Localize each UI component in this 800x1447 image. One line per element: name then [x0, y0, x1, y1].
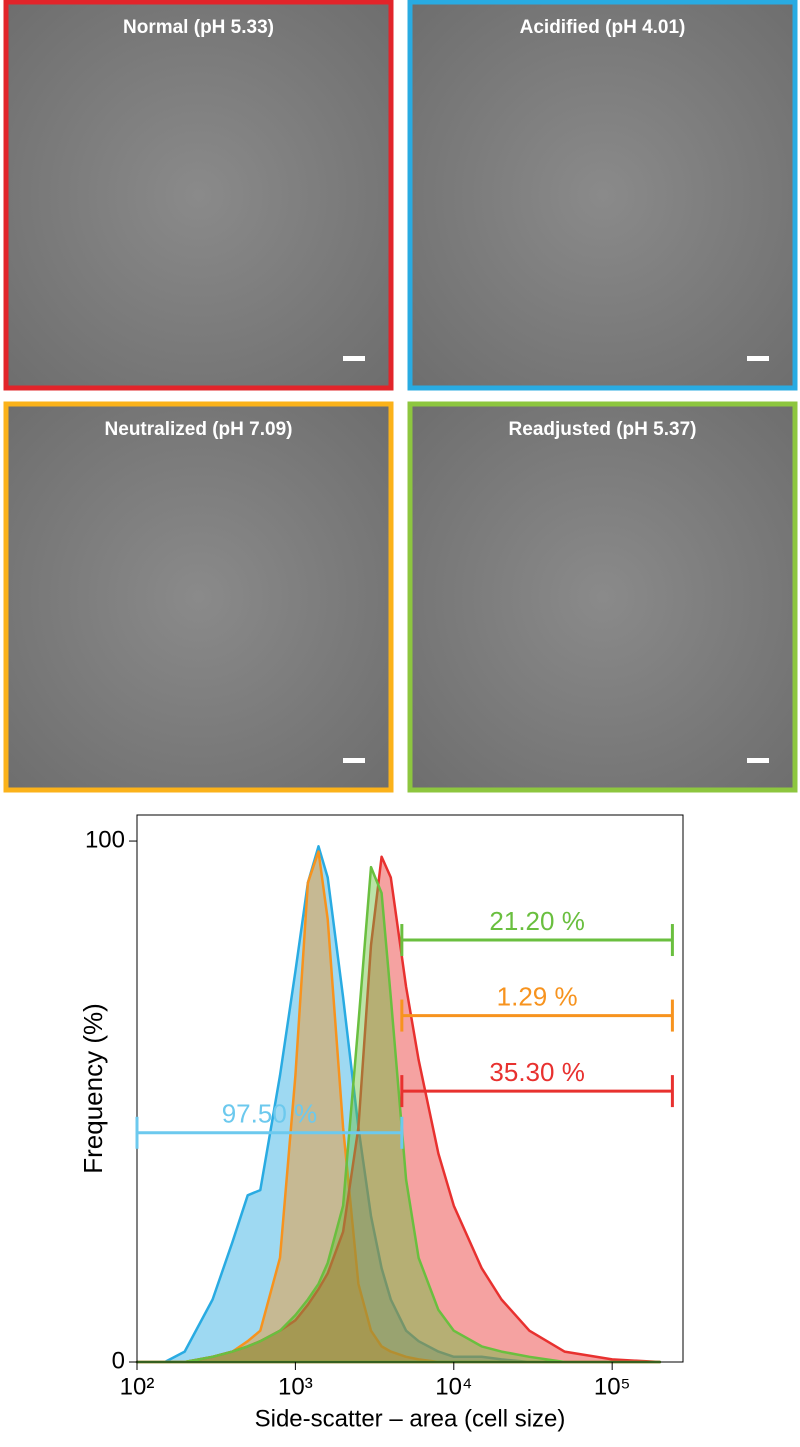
histogram-area	[135, 865, 662, 1364]
panels: Normal (pH 5.33) Acidified (pH 4.01) Neutr…	[3, 0, 798, 793]
y-axis-label: Frequency (%)	[78, 1003, 108, 1174]
x-axis-label: Side-scatter – area (cell size)	[255, 1405, 566, 1432]
x-tick-label: 10⁵	[594, 1373, 631, 1400]
x-tick-label: 10⁴	[435, 1373, 472, 1400]
panel-title: Acidified (pH 4.01)	[520, 17, 686, 38]
panel-title: Readjusted (pH 5.37)	[509, 419, 697, 440]
panel-border	[3, 401, 394, 793]
panel-border	[407, 0, 798, 391]
histogram: 0 100 10² 10³ 10⁴ 10⁵ Side-scatter – area (cel…	[78, 814, 684, 1432]
scale-bar	[343, 758, 365, 763]
plot-frame	[136, 814, 684, 1363]
micrograph	[6, 404, 391, 790]
y-tick-label: 100	[85, 826, 125, 853]
panel-border	[3, 0, 394, 391]
gate-label: 35.30 %	[489, 1057, 584, 1087]
x-tick-label: 10³	[278, 1373, 313, 1400]
panel-title: Neutralized (pH 7.09)	[105, 419, 293, 440]
micrograph	[6, 2, 391, 388]
gate-label: 97.50 %	[222, 1099, 317, 1129]
gate-label: 21.20 %	[489, 906, 584, 936]
gate-label: 1.29 %	[497, 981, 578, 1011]
micrograph	[410, 2, 795, 388]
panel-title: Normal (pH 5.33)	[123, 17, 274, 38]
scale-bar	[343, 356, 365, 361]
y-tick-label: 0	[112, 1347, 125, 1374]
histogram-area	[135, 845, 662, 1364]
scale-bar	[747, 758, 769, 763]
panel-border	[407, 401, 798, 793]
scale-bar	[747, 356, 769, 361]
x-tick-label: 10²	[120, 1373, 155, 1400]
micrograph	[410, 404, 795, 790]
